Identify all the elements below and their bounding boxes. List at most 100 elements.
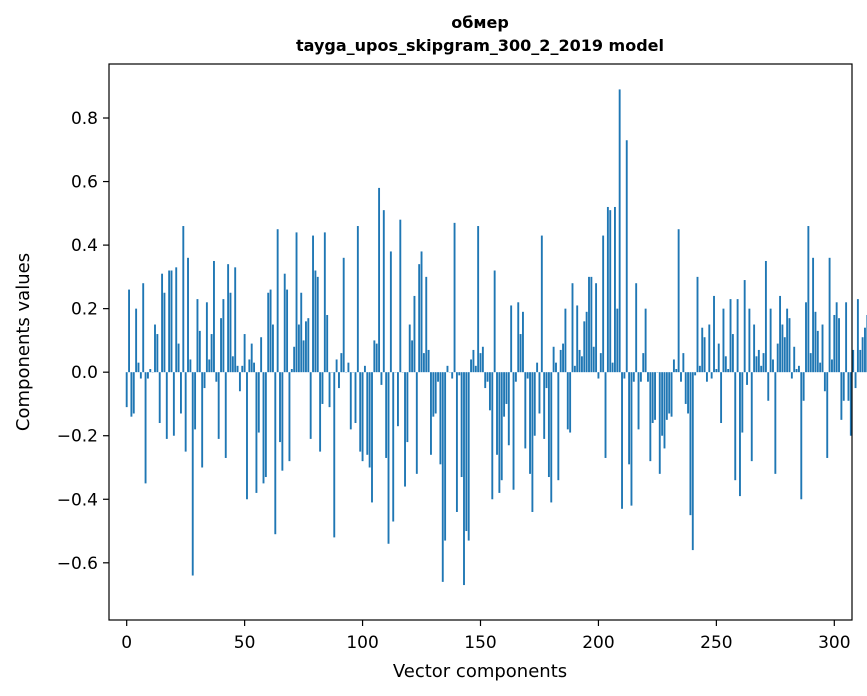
bar-component-57 [260, 337, 263, 373]
bar-component-157 [496, 372, 498, 455]
bar-component-222 [649, 372, 652, 462]
bar-component-136 [446, 365, 449, 373]
bar-component-169 [524, 372, 527, 449]
bar-component-272 [767, 372, 770, 401]
bar-component-135 [444, 372, 447, 541]
bar-component-105 [373, 340, 376, 373]
bar-component-241 [694, 372, 697, 376]
bar-component-245 [703, 337, 706, 373]
bar-component-143 [463, 372, 465, 586]
bar-component-121 [411, 340, 414, 373]
bar-component-309 [854, 372, 857, 389]
bar-component-294 [819, 362, 822, 373]
bar-component-308 [852, 349, 855, 373]
bar-component-276 [776, 343, 779, 373]
bar-component-271 [764, 260, 767, 373]
bar-component-120 [408, 324, 411, 373]
bar-component-209 [618, 89, 621, 373]
bar-component-277 [779, 295, 782, 373]
bar-component-283 [793, 346, 796, 373]
bar-component-3 [132, 372, 135, 414]
bar-component-140 [455, 372, 458, 512]
bar-component-33 [203, 372, 206, 389]
bar-component-142 [460, 372, 463, 478]
bar-component-110 [385, 372, 388, 458]
bar-component-250 [715, 369, 718, 373]
bar-component-107 [378, 187, 381, 373]
bar-component-301 [835, 302, 838, 373]
y-tick-label: 0.6 [71, 173, 98, 193]
bar-component-98 [356, 226, 359, 373]
bar-component-310 [856, 299, 859, 373]
bar-component-265 [750, 372, 753, 462]
bar-component-193 [580, 356, 583, 373]
bar-component-67 [283, 273, 286, 373]
bar-component-198 [592, 346, 595, 373]
bar-component-66 [281, 372, 284, 471]
bar-component-171 [529, 372, 531, 474]
bar-component-95 [349, 372, 352, 430]
bar-component-204 [606, 206, 609, 373]
bar-component-69 [288, 372, 291, 462]
bar-component-41 [222, 299, 225, 373]
bar-component-145 [467, 372, 470, 541]
bar-component-252 [720, 372, 723, 424]
bar-component-159 [500, 372, 503, 481]
bar-component-2 [130, 372, 133, 417]
bar-component-312 [861, 337, 864, 373]
bar-component-86 [328, 372, 331, 408]
x-axis-ticks: 0 50 100 150 200 250 300 [121, 620, 851, 653]
bar-component-0 [125, 372, 128, 408]
bar-component-181 [552, 346, 555, 373]
x-tick-label: 50 [234, 633, 256, 653]
bar-component-118 [404, 372, 406, 487]
bar-component-162 [507, 372, 510, 446]
y-tick-label: 0.0 [71, 363, 98, 383]
y-tick-label: −0.2 [57, 427, 98, 447]
bar-component-134 [441, 372, 444, 582]
bar-component-255 [727, 369, 730, 373]
bar-component-54 [253, 362, 256, 373]
bar-component-109 [382, 210, 385, 373]
bar-component-214 [630, 372, 633, 506]
bar-component-258 [734, 372, 737, 481]
bar-component-131 [434, 372, 437, 414]
bar-component-226 [658, 372, 661, 474]
bar-component-31 [198, 330, 201, 373]
x-tick-label: 200 [582, 633, 614, 653]
bar-component-38 [215, 372, 218, 382]
bar-component-165 [514, 372, 517, 382]
bar-component-303 [840, 372, 843, 420]
bar-component-127 [425, 276, 428, 373]
bar-component-79 [312, 235, 314, 373]
bar-component-150 [479, 353, 482, 373]
bar-component-112 [389, 251, 392, 373]
bar-component-141 [458, 372, 461, 376]
bar-component-133 [439, 372, 442, 465]
bar-component-58 [262, 372, 265, 484]
bar-component-259 [736, 299, 739, 373]
bar-component-264 [748, 308, 751, 373]
bar-component-190 [573, 365, 576, 373]
bar-component-248 [710, 372, 713, 379]
bar-component-275 [774, 372, 777, 474]
bar-component-268 [757, 349, 760, 373]
bar-component-260 [739, 372, 741, 497]
bar-component-247 [708, 324, 711, 373]
bar-component-175 [538, 372, 541, 414]
bar-component-172 [531, 372, 534, 512]
bar-component-223 [651, 372, 654, 424]
bar-component-228 [663, 372, 666, 449]
bar-component-302 [838, 318, 840, 373]
y-tick-label: 0.4 [71, 236, 98, 256]
bar-component-106 [375, 343, 378, 373]
bar-component-123 [415, 372, 418, 474]
bar-component-74 [300, 292, 303, 373]
bar-component-73 [297, 324, 300, 373]
bar-component-7 [142, 283, 145, 373]
bar-component-124 [418, 264, 421, 373]
bar-component-78 [309, 372, 312, 439]
bar-component-53 [250, 343, 253, 373]
bar-component-235 [680, 372, 682, 382]
